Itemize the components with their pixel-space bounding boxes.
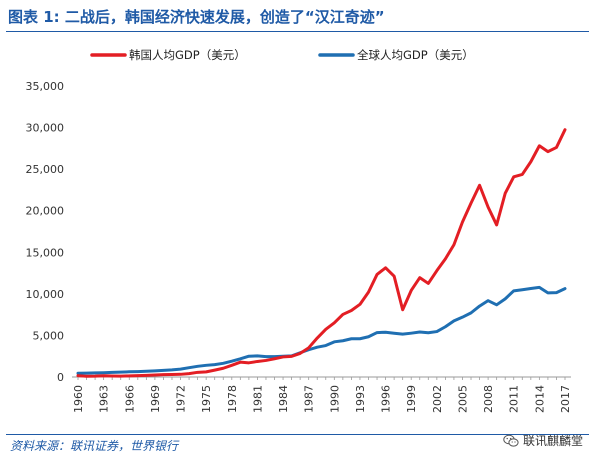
x-tick-label: 1996: [380, 385, 393, 413]
series-line: [76, 285, 567, 375]
legend-label: 韩国人均GDP（美元）: [129, 48, 246, 62]
y-tick-label: 20,000: [26, 205, 65, 218]
x-tick-label: 2008: [482, 385, 495, 413]
x-tick-label: 1993: [354, 385, 367, 413]
y-tick-label: 30,000: [26, 122, 65, 135]
x-axis-ticks: 1960 1963 1966 1969 1972 1975 1978 1981 1984 1987…: [72, 385, 572, 413]
figure-title: 图表 1: 二战后，韩国经济快速发展，创造了“汉江奇迹”: [8, 8, 385, 26]
series-line: [76, 128, 567, 378]
y-tick-label: 25,000: [26, 163, 65, 176]
footer-rule: [6, 434, 589, 435]
legend-label: 全球人均GDP（美元）: [357, 48, 474, 62]
x-tick-label: 1999: [405, 385, 418, 413]
watermark-text: 联讯麒麟堂: [522, 434, 583, 448]
x-tick-label: 1981: [251, 385, 264, 413]
x-tick-label: 1987: [303, 385, 316, 413]
y-tick-label: 0: [57, 371, 64, 384]
x-tick-label: 1984: [277, 385, 290, 413]
y-axis-ticks: 0 5,000 10,000 15,000 20,000 25,000 30,000 35,0…: [26, 80, 65, 384]
line-chart: 韩国人均GDP（美元） 全球人均GDP（美元） 0 5,000 10,000 15,00…: [26, 48, 573, 413]
y-tick-label: 10,000: [26, 288, 65, 301]
x-tick-label: 2002: [431, 385, 444, 413]
x-tick-label: 2017: [559, 385, 572, 413]
y-tick-label: 35,000: [26, 80, 65, 93]
chart-legend: 韩国人均GDP（美元） 全球人均GDP（美元）: [90, 48, 474, 62]
x-tick-label: 1963: [98, 385, 111, 413]
source-note: 资料来源：联讯证券，世界银行: [10, 439, 179, 453]
title-rule: [6, 31, 589, 32]
x-tick-label: 1978: [226, 385, 239, 413]
x-tick-label: 1960: [72, 385, 85, 413]
x-axis: [72, 376, 571, 380]
x-tick-label: 1972: [175, 385, 188, 413]
series-lines: [76, 128, 567, 378]
y-tick-label: 15,000: [26, 246, 65, 259]
y-tick-label: 5,000: [33, 329, 65, 342]
x-tick-label: 2014: [533, 385, 546, 413]
x-tick-label: 2011: [508, 385, 521, 413]
x-tick-label: 1969: [149, 385, 162, 413]
wechat-icon: [503, 434, 519, 447]
x-tick-label: 1975: [200, 385, 213, 413]
x-tick-label: 2005: [456, 385, 469, 413]
x-tick-label: 1966: [123, 385, 136, 413]
watermark: 联讯麒麟堂: [503, 432, 583, 449]
x-tick-label: 1990: [328, 385, 341, 413]
